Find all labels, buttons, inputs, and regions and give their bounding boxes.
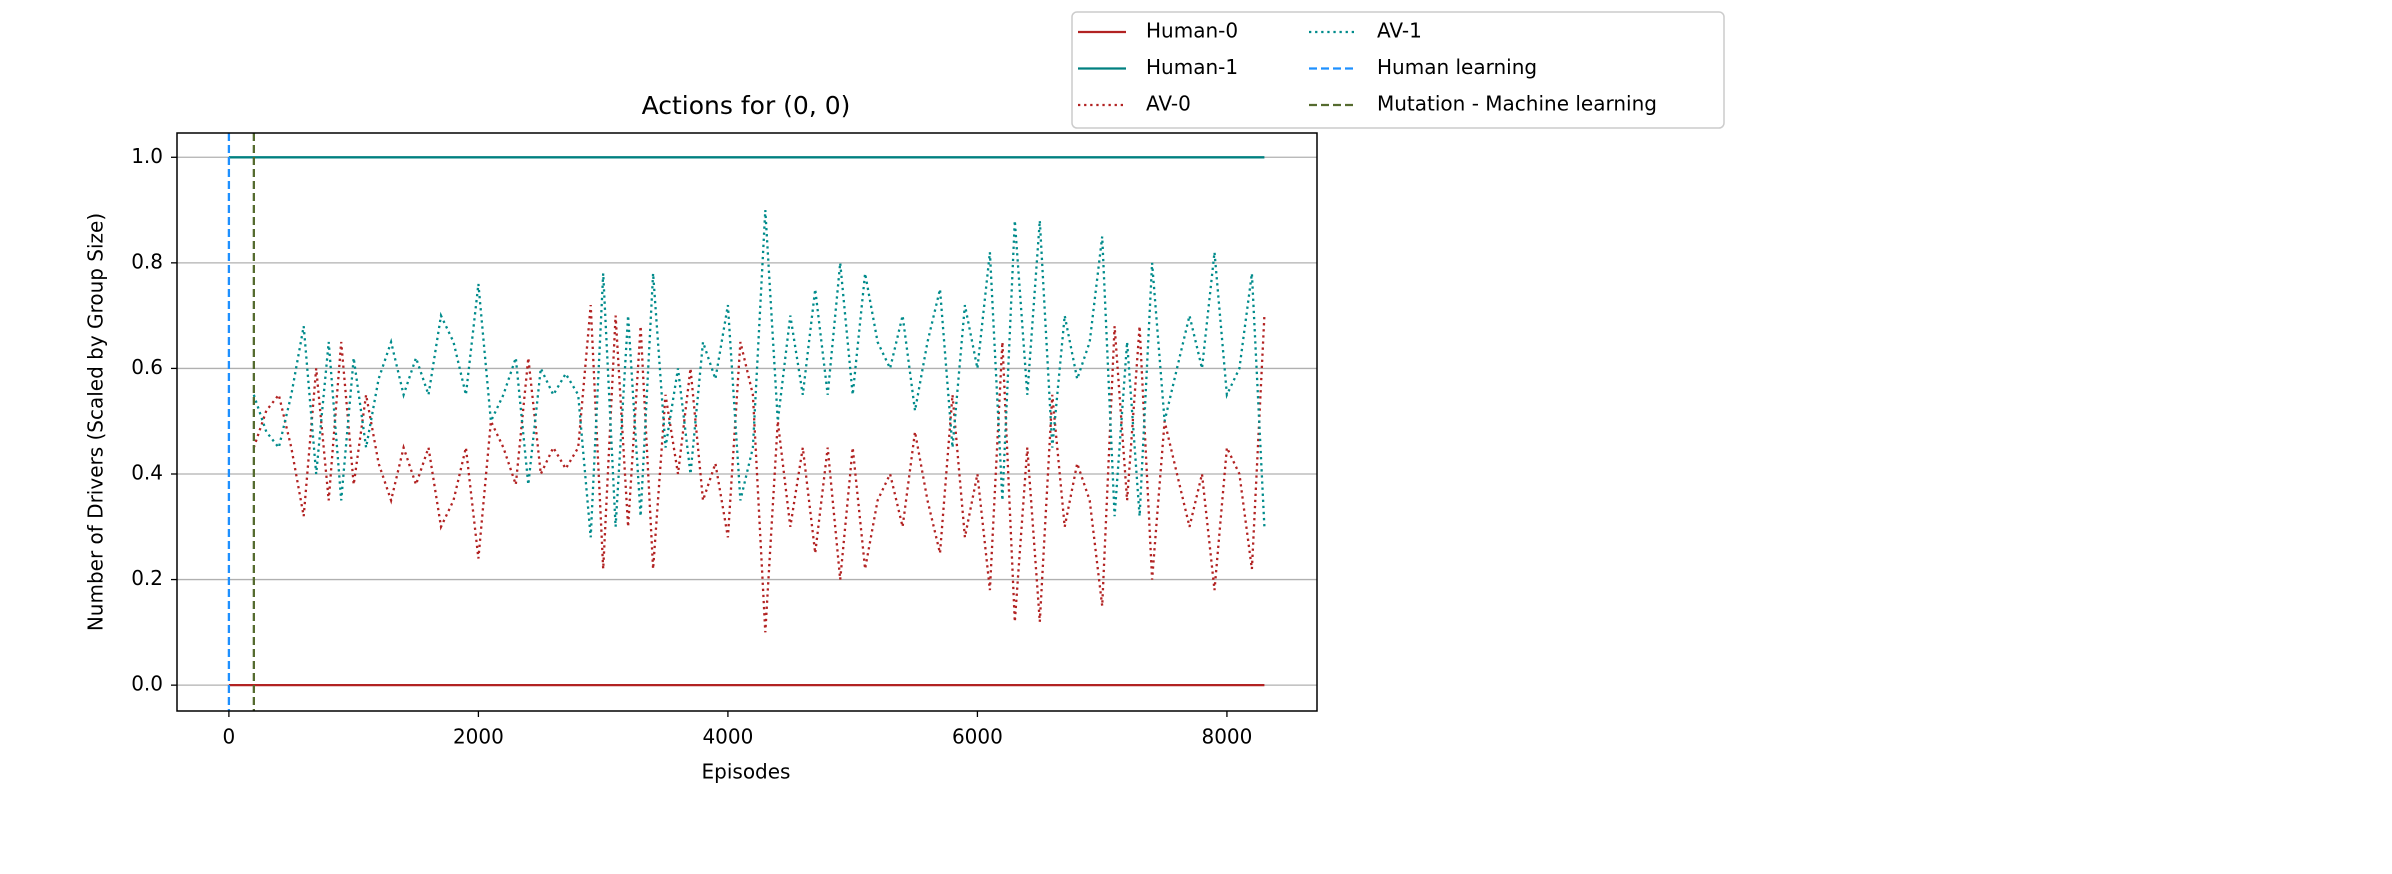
legend-label: AV-0 <box>1146 92 1191 116</box>
y-tick-label: 0.0 <box>131 672 163 696</box>
x-tick-label: 0 <box>223 725 236 749</box>
legend-label: Mutation - Machine learning <box>1377 92 1657 116</box>
x-tick-label: 2000 <box>453 725 504 749</box>
legend-label: Human learning <box>1377 55 1537 79</box>
legend-label: AV-1 <box>1377 19 1422 43</box>
y-tick-label: 0.2 <box>131 566 163 590</box>
chart-title: Actions for (0, 0) <box>642 91 851 120</box>
x-tick-label: 4000 <box>702 725 753 749</box>
legend-box <box>1071 11 1725 129</box>
y-tick-label: 0.6 <box>131 355 163 379</box>
legend-label: Human-0 <box>1146 19 1238 43</box>
plot-area <box>177 133 1317 711</box>
y-tick-label: 1.0 <box>131 144 163 168</box>
y-axis-label: Number of Drivers (Scaled by Group Size) <box>84 213 108 631</box>
x-tick-label: 8000 <box>1201 725 1252 749</box>
plot-frame <box>176 132 1318 712</box>
x-axis-label: Episodes <box>702 760 791 784</box>
y-tick-label: 0.4 <box>131 460 163 484</box>
y-tick-label: 0.8 <box>131 249 163 273</box>
x-tick-label: 6000 <box>952 725 1003 749</box>
legend-label: Human-1 <box>1146 55 1238 79</box>
series-line <box>252 210 1266 538</box>
series-line <box>252 304 1266 633</box>
